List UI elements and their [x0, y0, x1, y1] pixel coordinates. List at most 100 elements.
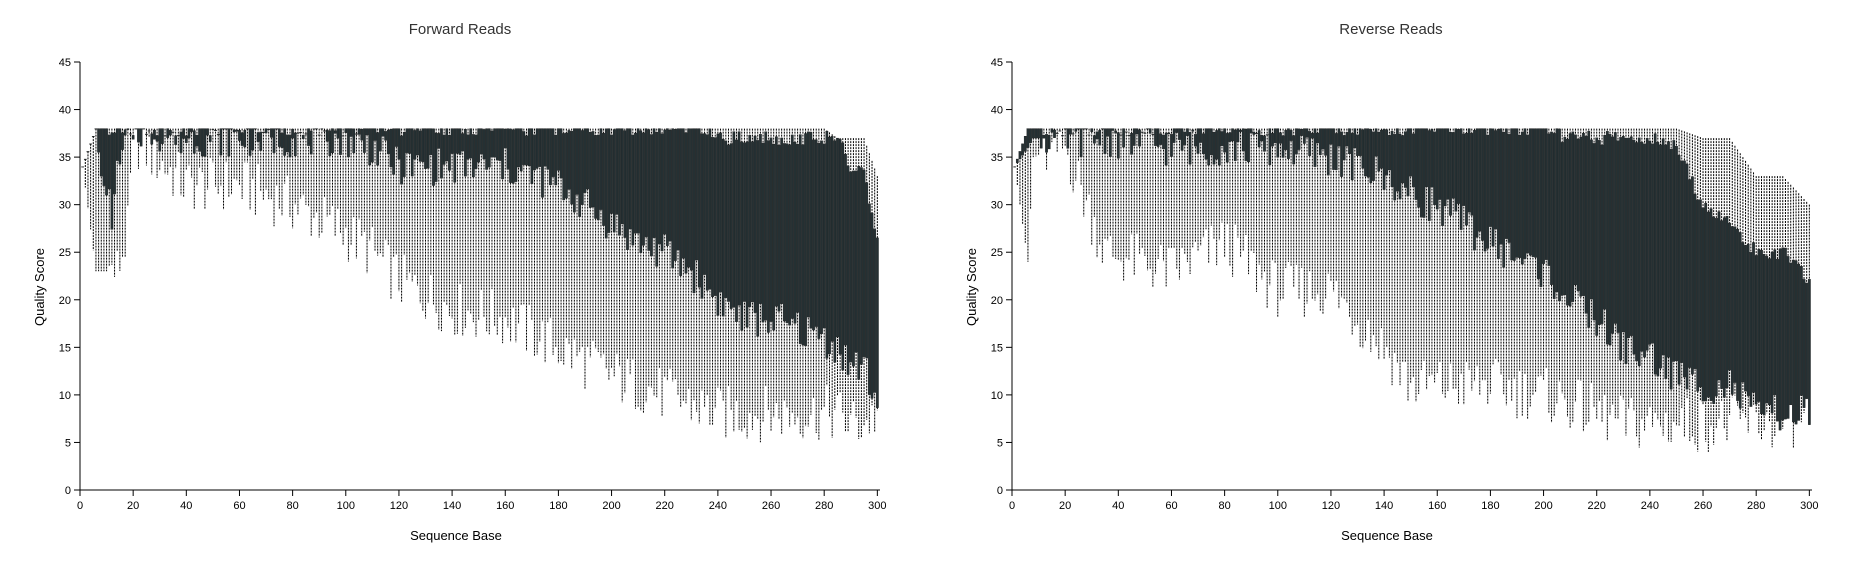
iqr-box: [1704, 203, 1708, 402]
iqr-box: [1257, 130, 1261, 148]
iqr-box: [1342, 135, 1346, 161]
iqr-box: [1606, 131, 1609, 345]
iqr-box: [591, 131, 595, 208]
box-mark: [737, 128, 741, 430]
iqr-box: [1114, 130, 1118, 134]
iqr-box: [1656, 142, 1660, 377]
x-tick-label: 180: [1481, 500, 1499, 512]
box-mark: [458, 128, 462, 285]
box-mark: [788, 128, 791, 427]
iqr-box: [1047, 134, 1051, 150]
box-mark: [402, 128, 406, 256]
iqr-box: [1023, 136, 1027, 152]
iqr-box: [1579, 136, 1583, 297]
x-tick-label: 240: [709, 500, 727, 512]
box-mark: [679, 128, 683, 407]
box-mark: [219, 128, 223, 187]
box-mark: [272, 128, 276, 227]
iqr-box: [697, 128, 701, 288]
iqr-box: [1685, 163, 1689, 390]
iqr-box: [1568, 133, 1572, 307]
box-mark: [753, 128, 757, 416]
iqr-box: [1223, 128, 1226, 153]
box-mark: [368, 128, 372, 241]
box-mark: [1566, 128, 1569, 417]
box-mark: [1047, 128, 1051, 150]
iqr-box: [809, 131, 813, 329]
box-mark: [1789, 184, 1793, 406]
iqr-box: [262, 131, 265, 133]
iqr-box: [1034, 128, 1038, 139]
box-mark: [1794, 190, 1798, 425]
y-tick-label: 0: [65, 485, 71, 497]
box-mark: [713, 128, 717, 409]
box-mark: [304, 128, 308, 205]
box-mark: [1255, 128, 1258, 292]
x-tick-label: 260: [762, 500, 780, 512]
iqr-box: [477, 128, 481, 163]
box-mark: [1082, 128, 1086, 217]
iqr-box: [1465, 132, 1468, 226]
iqr-box: [599, 128, 603, 210]
x-tick-label: 280: [1747, 500, 1765, 512]
box-mark: [317, 128, 321, 238]
box-mark: [1358, 128, 1362, 347]
box-mark: [1374, 128, 1378, 347]
iqr-box: [206, 128, 209, 136]
box-mark: [437, 128, 441, 331]
iqr-box: [1555, 128, 1559, 293]
iqr-box: [325, 129, 329, 142]
box-mark: [1297, 128, 1301, 300]
iqr-box: [363, 128, 366, 153]
iqr-box: [405, 128, 409, 153]
box-mark: [424, 128, 427, 319]
box-mark: [389, 128, 393, 300]
iqr-box: [426, 128, 430, 169]
iqr-box: [1651, 143, 1654, 344]
iqr-box: [1797, 263, 1801, 421]
box-mark: [658, 128, 661, 368]
box-mark: [1770, 176, 1774, 448]
box-mark: [1377, 128, 1381, 360]
iqr-box: [1090, 128, 1094, 132]
iqr-box: [1435, 128, 1439, 210]
box-mark: [1584, 128, 1588, 426]
box-mark: [1807, 204, 1811, 425]
box-mark: [1534, 128, 1537, 393]
box-mark: [86, 151, 90, 209]
box-mark: [283, 128, 286, 184]
iqr-box: [1497, 128, 1500, 259]
iqr-box: [214, 130, 217, 132]
iqr-box: [97, 128, 100, 153]
box-mark: [192, 128, 196, 210]
box-mark: [1760, 176, 1763, 440]
iqr-box: [1805, 282, 1809, 399]
x-tick-label: 140: [1375, 500, 1393, 512]
iqr-box: [1550, 131, 1553, 285]
iqr-box: [1241, 128, 1245, 152]
iqr-box: [1792, 259, 1795, 423]
box-mark: [543, 128, 547, 363]
box-mark: [1013, 166, 1017, 168]
box-mark: [97, 128, 100, 272]
box-mark: [533, 128, 536, 356]
box-mark: [280, 128, 284, 216]
box-mark: [1422, 128, 1426, 361]
iqr-box: [506, 128, 510, 170]
iqr-box: [1042, 134, 1046, 139]
iqr-box: [147, 130, 151, 132]
box-mark: [110, 128, 114, 265]
box-mark: [1018, 151, 1022, 205]
iqr-box: [801, 144, 805, 346]
box-mark: [328, 128, 332, 216]
box-mark: [1717, 138, 1721, 419]
iqr-box: [729, 143, 733, 309]
box-mark: [631, 128, 635, 360]
box-mark: [1178, 128, 1181, 280]
box-mark: [1132, 128, 1136, 276]
iqr-box: [179, 131, 183, 153]
iqr-box: [1664, 144, 1668, 379]
plot-area: 0 5 10 15 20 25 30 35 40 45 0 20 40 60 80 100 120 140 160 1…: [59, 57, 887, 512]
box-mark: [1414, 128, 1418, 402]
iqr-box: [1733, 226, 1737, 383]
